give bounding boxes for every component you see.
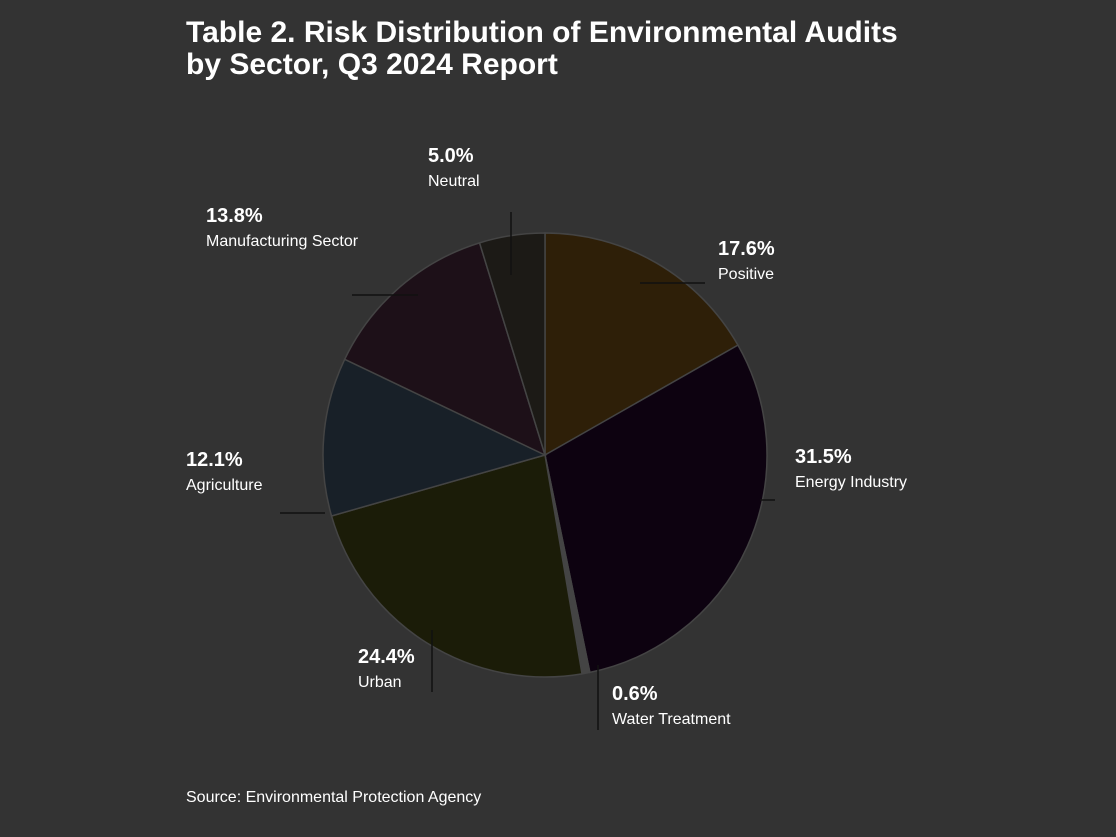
slice-category-label: Neutral bbox=[428, 173, 480, 190]
slice-percent-label: 31.5% bbox=[795, 446, 852, 468]
pie-slice bbox=[478, 232, 546, 456]
pie-slice bbox=[544, 232, 739, 457]
slice-category-label: Agriculture bbox=[186, 477, 263, 494]
leader-lines bbox=[280, 212, 775, 730]
pie-slice bbox=[343, 241, 547, 457]
chart-title: Table 2. Risk Distribution of Environmen… bbox=[186, 16, 898, 81]
slice-labels: 17.6% Positive 31.5% Energy Industry 0.6% Wat… bbox=[186, 145, 907, 728]
pie-slice bbox=[544, 344, 768, 674]
slice-category-label: Manufacturing Sector bbox=[206, 233, 359, 250]
slice-category-label: Positive bbox=[718, 266, 774, 283]
slice-percent-label: 17.6% bbox=[718, 238, 775, 260]
slice-category-label: Energy Industry bbox=[795, 474, 907, 491]
source-note: Source: Environmental Protection Agency bbox=[186, 789, 481, 806]
slice-percent-label: 13.8% bbox=[206, 205, 263, 227]
slice-percent-label: 0.6% bbox=[612, 683, 658, 705]
chart-title-line: Table 2. Risk Distribution of Environmen… bbox=[186, 16, 898, 49]
slice-percent-label: 12.1% bbox=[186, 449, 243, 471]
slice-category-label: Urban bbox=[358, 674, 402, 691]
slice-percent-label: 24.4% bbox=[358, 646, 415, 668]
slice-percent-label: 5.0% bbox=[428, 145, 474, 167]
chart-title-line: by Sector, Q3 2024 Report bbox=[186, 48, 558, 81]
pie-slice bbox=[330, 454, 583, 678]
pie-slice bbox=[322, 358, 548, 517]
pie-slices bbox=[322, 232, 768, 678]
slice-category-label: Water Treatment bbox=[612, 711, 731, 728]
